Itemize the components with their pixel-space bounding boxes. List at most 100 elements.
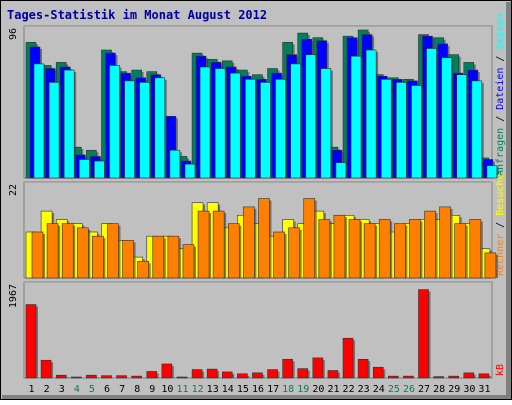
bar-kb-day-16 — [252, 373, 262, 378]
legend-besuche: Besuche — [495, 174, 506, 216]
bar-seiten-day-25 — [396, 82, 406, 178]
x-tick-label-day-19: 19 — [297, 384, 309, 395]
x-tick-label-day-3: 3 — [59, 384, 65, 395]
bar-kb-day-15 — [237, 374, 247, 378]
bar-kb-day-18 — [283, 359, 293, 378]
bar-rechner-day-31 — [485, 253, 496, 278]
bar-rechner-day-16 — [258, 199, 269, 278]
x-tick-label-day-11: 11 — [176, 384, 188, 395]
x-tick-label-day-29: 29 — [448, 384, 460, 395]
bar-seiten-day-21 — [336, 163, 346, 178]
x-tick-label-day-25: 25 — [388, 384, 400, 395]
bar-kb-day-14 — [222, 372, 232, 378]
bar-rechner-day-5 — [92, 236, 103, 278]
bar-rechner-day-20 — [319, 219, 330, 278]
bar-rechner-day-22 — [349, 219, 360, 278]
legend-separator: / — [495, 50, 506, 68]
bar-seiten-day-12 — [200, 67, 210, 178]
bar-rechner-day-3 — [62, 224, 73, 278]
x-tick-label-day-24: 24 — [373, 384, 385, 395]
x-tick-label-day-15: 15 — [237, 384, 249, 395]
bar-seiten-day-8 — [140, 82, 150, 178]
bar-kb-day-7 — [117, 376, 127, 378]
bar-rechner-day-25 — [394, 224, 405, 278]
bar-rechner-day-18 — [289, 228, 300, 278]
bar-kb-day-22 — [343, 338, 353, 378]
bar-kb-day-3 — [56, 375, 66, 378]
bar-kb-day-29 — [449, 376, 459, 378]
x-tick-label-day-2: 2 — [44, 384, 50, 395]
bar-kb-day-12 — [192, 370, 202, 378]
bar-rechner-day-11 — [183, 245, 194, 278]
bar-rechner-day-26 — [409, 219, 420, 278]
bar-rechner-day-4 — [77, 228, 88, 278]
x-tick-label-day-22: 22 — [343, 384, 355, 395]
legend-separator: / — [495, 110, 506, 128]
bar-rechner-day-9 — [153, 236, 164, 278]
bar-seiten-day-6 — [109, 65, 119, 178]
bar-seiten-day-7 — [125, 81, 135, 178]
bar-rechner-day-17 — [274, 232, 285, 278]
x-tick-label-day-23: 23 — [358, 384, 370, 395]
bar-kb-day-4 — [71, 377, 81, 378]
bar-rechner-day-29 — [455, 224, 466, 278]
bar-rechner-day-21 — [334, 215, 345, 278]
bar-seiten-day-26 — [411, 86, 421, 179]
bar-kb-day-25 — [388, 376, 398, 378]
bar-seiten-day-9 — [155, 78, 165, 178]
bar-rechner-day-10 — [168, 236, 179, 278]
bar-seiten-day-5 — [94, 161, 104, 178]
bar-kb-day-20 — [313, 358, 323, 378]
x-tick-label-day-8: 8 — [134, 384, 140, 395]
bar-kb-day-19 — [298, 369, 308, 378]
x-tick-label-day-13: 13 — [207, 384, 219, 395]
bar-rechner-day-8 — [138, 261, 149, 278]
legend-separator: / — [495, 216, 506, 234]
frame-bevel-right — [506, 2, 511, 398]
panel-bottom-ymax-label: 1967 — [8, 284, 19, 308]
bar-kb-day-30 — [464, 373, 474, 378]
panel-top-legend: Anfragen / Dateien / Seiten — [495, 13, 506, 176]
x-tick-label-day-30: 30 — [463, 384, 475, 395]
bar-rechner-day-23 — [364, 224, 375, 278]
x-tick-label-day-21: 21 — [327, 384, 339, 395]
bar-rechner-day-15 — [243, 207, 254, 278]
bar-seiten-day-18 — [291, 64, 301, 178]
bar-kb-day-8 — [132, 376, 142, 378]
x-tick-label-day-5: 5 — [89, 384, 95, 395]
panel-middle-ymax-label: 22 — [8, 184, 19, 196]
x-tick-label-day-20: 20 — [312, 384, 324, 395]
bar-rechner-day-6 — [107, 224, 118, 278]
x-tick-label-day-9: 9 — [149, 384, 155, 395]
bar-kb-day-11 — [177, 377, 187, 378]
bar-rechner-day-30 — [470, 219, 481, 278]
bar-seiten-day-19 — [306, 55, 316, 178]
x-tick-label-day-18: 18 — [282, 384, 294, 395]
bar-kb-day-28 — [434, 377, 444, 378]
bar-kb-day-24 — [373, 367, 383, 378]
bar-kb-day-21 — [328, 371, 338, 378]
bar-kb-day-31 — [479, 374, 489, 378]
x-tick-label-day-26: 26 — [403, 384, 415, 395]
frame-bevel-bottom — [2, 395, 511, 399]
x-tick-label-day-14: 14 — [222, 384, 234, 395]
x-tick-label-day-16: 16 — [252, 384, 264, 395]
bar-seiten-day-22 — [351, 56, 361, 178]
bar-seiten-day-3 — [64, 70, 74, 178]
bar-seiten-day-27 — [427, 49, 437, 179]
bar-seiten-day-13 — [215, 69, 225, 178]
bar-seiten-day-17 — [276, 79, 286, 178]
bar-rechner-day-12 — [198, 211, 209, 278]
bar-kb-day-10 — [162, 364, 172, 378]
bar-kb-day-1 — [26, 305, 36, 378]
x-tick-label-day-1: 1 — [29, 384, 35, 395]
bar-seiten-day-4 — [79, 160, 89, 179]
bar-seiten-day-2 — [49, 82, 59, 178]
bar-seiten-day-15 — [245, 79, 255, 178]
x-tick-label-day-28: 28 — [433, 384, 445, 395]
bar-seiten-day-11 — [185, 164, 195, 178]
bar-kb-day-23 — [358, 359, 368, 378]
